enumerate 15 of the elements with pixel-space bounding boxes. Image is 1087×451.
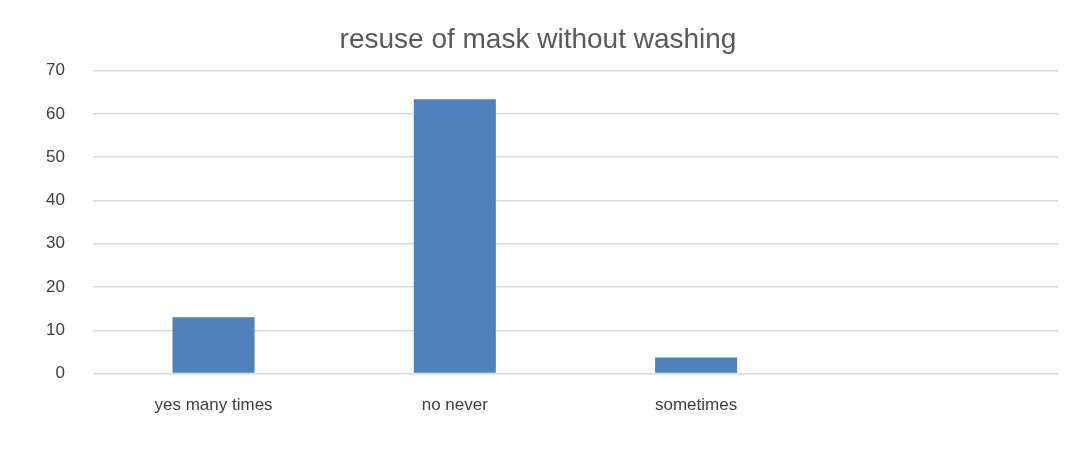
y-tick-label: 50 <box>45 146 65 166</box>
x-tick-label: yes many times <box>154 395 273 415</box>
x-tick-label: no never <box>421 395 489 415</box>
y-tick-label: 0 <box>55 363 65 383</box>
bar <box>172 317 255 373</box>
y-tick-label: 10 <box>45 320 65 339</box>
y-tick-label: 70 <box>45 60 65 80</box>
x-tick-label: sometimes <box>655 395 738 415</box>
y-tick-label: 20 <box>45 276 65 296</box>
y-tick-label: 60 <box>45 103 65 123</box>
y-tick-label: 40 <box>45 190 65 210</box>
bar <box>655 357 738 373</box>
bar <box>413 99 496 373</box>
y-tick-label: 30 <box>45 233 65 253</box>
chart-title: resuse of mask without washing <box>339 22 737 54</box>
